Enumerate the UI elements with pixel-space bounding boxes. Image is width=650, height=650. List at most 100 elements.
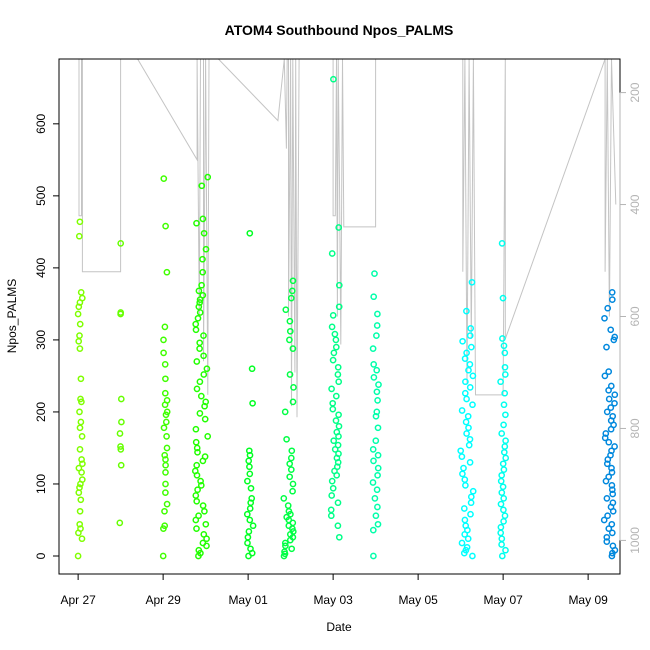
data-point <box>77 395 84 403</box>
data-point <box>203 365 211 373</box>
data-point <box>501 512 509 520</box>
y-tick-label: 400 <box>34 258 48 278</box>
data-point <box>75 232 83 240</box>
data-point <box>469 552 476 560</box>
data-point <box>193 444 201 452</box>
data-point <box>332 343 340 351</box>
data-point <box>245 528 253 535</box>
data-point <box>76 424 84 432</box>
data-point <box>163 444 171 452</box>
y-tick-label: 600 <box>34 113 48 133</box>
data-point <box>193 358 201 365</box>
data-point <box>201 415 209 423</box>
data-point <box>335 533 343 541</box>
data-point <box>162 222 169 230</box>
data-point <box>500 448 508 456</box>
data-point <box>602 430 610 437</box>
data-point <box>499 483 507 491</box>
data-point <box>287 466 295 473</box>
data-point <box>329 399 337 407</box>
data-point <box>289 345 297 352</box>
x-tick-label: May 03 <box>313 593 353 607</box>
data-point <box>600 516 608 524</box>
data-point <box>462 482 469 489</box>
data-point <box>465 424 472 432</box>
data-point <box>161 507 168 515</box>
data-point <box>469 372 477 380</box>
data-point <box>199 255 206 263</box>
data-point <box>374 310 381 318</box>
data-point <box>458 407 466 414</box>
data-point <box>77 375 85 383</box>
data-point <box>78 294 86 302</box>
data-point <box>249 522 257 530</box>
data-point <box>76 520 84 528</box>
data-point <box>196 339 204 347</box>
data-point <box>375 381 382 388</box>
data-point <box>466 332 474 339</box>
data-point <box>374 520 382 528</box>
data-point <box>608 520 616 528</box>
data-point <box>605 438 613 446</box>
data-point <box>498 535 506 543</box>
data-point <box>200 371 208 378</box>
data-point <box>330 349 338 357</box>
data-point <box>329 312 337 319</box>
data-point <box>335 422 343 430</box>
data-point <box>502 411 509 419</box>
data-point <box>282 306 290 314</box>
data-point <box>288 287 296 295</box>
data-point <box>244 477 251 485</box>
y-tick-label: 500 <box>34 186 48 206</box>
data-point <box>332 392 340 400</box>
data-point <box>501 349 509 357</box>
data-point <box>329 405 337 413</box>
data-point <box>608 552 616 560</box>
data-point <box>194 486 201 494</box>
data-point <box>603 538 611 545</box>
data-point <box>117 443 124 450</box>
data-point <box>372 437 380 445</box>
data-point <box>500 401 508 409</box>
data-point <box>247 545 254 553</box>
right-tick-label: 400 <box>628 194 642 214</box>
data-point <box>334 363 342 371</box>
data-point <box>459 470 466 478</box>
data-point <box>609 499 617 507</box>
data-point <box>463 307 470 315</box>
data-point <box>117 461 125 469</box>
data-point <box>608 486 616 494</box>
data-point <box>331 446 339 453</box>
data-point <box>248 365 256 373</box>
data-point <box>202 245 210 253</box>
data-point <box>464 535 472 543</box>
data-point <box>467 325 475 332</box>
data-point <box>248 495 256 502</box>
data-point <box>246 505 254 512</box>
data-point <box>499 460 507 468</box>
data-point <box>193 385 201 393</box>
data-point <box>74 310 82 318</box>
data-point <box>243 510 251 518</box>
data-point <box>161 522 169 530</box>
data-point <box>601 372 609 380</box>
data-point <box>117 309 125 316</box>
data-point <box>500 506 507 514</box>
data-point <box>287 454 295 462</box>
data-point <box>463 395 470 403</box>
data-point <box>281 408 289 416</box>
data-point <box>204 173 212 181</box>
data-point <box>369 526 377 534</box>
y-tick-label: 200 <box>34 402 48 422</box>
data-point <box>289 480 297 488</box>
data-point <box>76 507 84 515</box>
data-point <box>289 277 297 285</box>
data-point <box>498 430 506 437</box>
data-point <box>163 433 170 440</box>
data-point <box>199 268 207 276</box>
data-point <box>374 503 381 511</box>
data-point <box>499 294 507 302</box>
data-point <box>463 430 470 437</box>
data-point <box>331 330 339 338</box>
data-point <box>502 546 509 554</box>
